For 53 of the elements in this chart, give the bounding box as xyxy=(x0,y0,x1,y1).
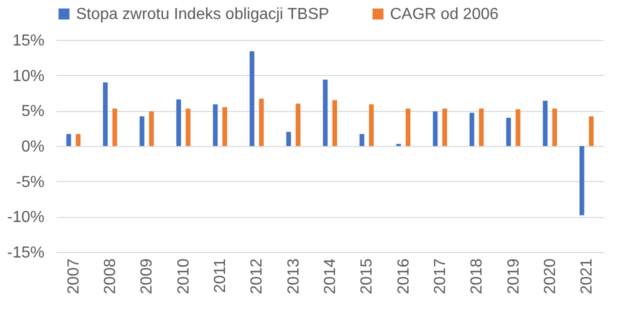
bar xyxy=(296,104,300,146)
bar xyxy=(506,118,511,146)
y-tick-label: -5% xyxy=(16,174,44,191)
bar xyxy=(259,98,264,146)
bar xyxy=(478,108,484,146)
bar xyxy=(66,134,72,146)
bar xyxy=(250,51,254,146)
x-tick-label: 2009 xyxy=(138,258,156,294)
bar xyxy=(286,132,291,146)
bar xyxy=(102,82,108,146)
bar xyxy=(112,108,118,146)
bar xyxy=(140,116,144,146)
x-tick-label: 2021 xyxy=(578,258,596,294)
bar xyxy=(212,104,218,146)
y-tick-label: 15% xyxy=(12,32,44,50)
bar xyxy=(406,108,410,146)
x-tick-label: 2015 xyxy=(358,258,376,294)
bar xyxy=(186,108,190,146)
legend-label: Stopa zwrotu Indeks obligacji TBSP xyxy=(76,6,330,23)
bar xyxy=(552,108,558,146)
x-tick-label: 2016 xyxy=(395,258,412,294)
x-tick-label: 2011 xyxy=(212,258,230,293)
bar xyxy=(76,134,80,146)
bar xyxy=(588,116,594,146)
y-tick-label: -10% xyxy=(7,209,44,226)
x-tick-label: 2013 xyxy=(285,258,302,294)
x-tick-label: 2020 xyxy=(542,258,559,294)
x-tick-label: 2012 xyxy=(248,258,266,294)
bar xyxy=(580,146,584,216)
x-tick-label: 2017 xyxy=(432,258,449,294)
bar xyxy=(360,134,364,146)
bar xyxy=(470,112,474,146)
y-tick-label: 5% xyxy=(21,103,44,120)
bar xyxy=(322,80,328,146)
x-tick-label: 2007 xyxy=(65,258,82,294)
x-tick-label: 2019 xyxy=(505,258,522,294)
bar xyxy=(332,100,338,146)
bar xyxy=(542,100,548,146)
bar xyxy=(442,108,448,146)
y-tick-label: -15% xyxy=(7,244,44,262)
legend-label: CAGR od 2006 xyxy=(390,6,499,23)
x-tick-label: 2008 xyxy=(102,258,120,294)
bar xyxy=(176,99,182,146)
bar xyxy=(222,107,228,146)
bar xyxy=(516,109,520,146)
bar xyxy=(432,111,438,146)
y-tick-label: 10% xyxy=(12,68,44,85)
x-tick-label: 2018 xyxy=(468,258,486,294)
y-tick-label: 0% xyxy=(21,138,44,156)
bar xyxy=(149,111,154,146)
bar xyxy=(369,104,374,146)
x-tick-label: 2010 xyxy=(175,258,192,294)
x-tick-label: 2014 xyxy=(322,258,339,294)
